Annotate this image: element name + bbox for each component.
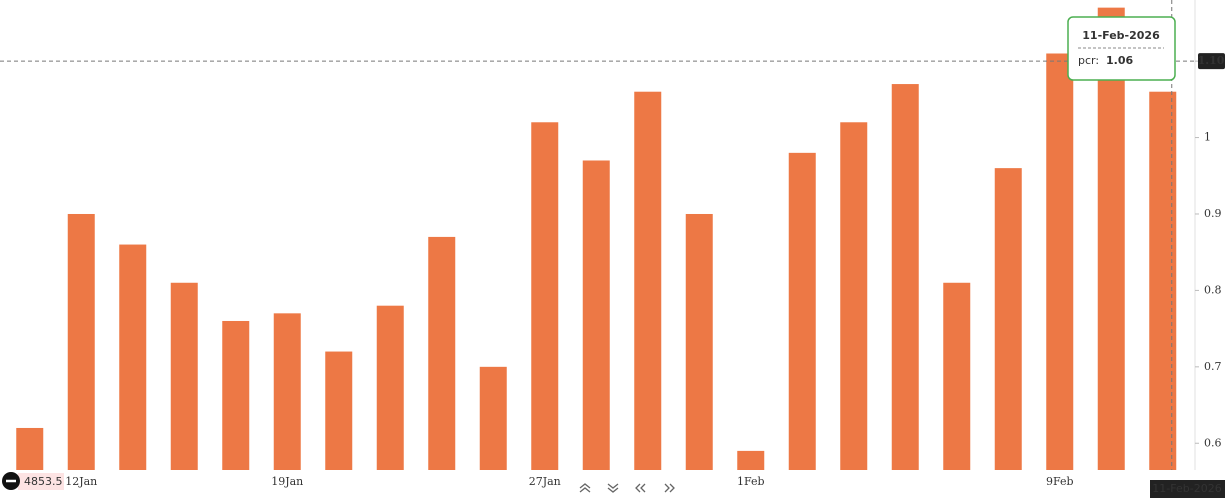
crosshair-label-bg	[1198, 53, 1225, 70]
y-tick-label: 0.6	[1204, 436, 1222, 449]
bar	[428, 236, 456, 470]
y-tick-label: 1	[1204, 131, 1211, 144]
bar	[1097, 7, 1125, 471]
x-tick-label: 1Feb	[737, 475, 765, 488]
scroll-left[interactable]	[635, 483, 646, 493]
bar	[376, 305, 404, 470]
bar	[170, 282, 198, 470]
bar	[531, 122, 559, 470]
price-label-bg	[18, 473, 64, 490]
x-tick-label: 19Jan	[271, 475, 303, 488]
tooltip-box	[1067, 16, 1176, 81]
crosshair-date-bg	[1150, 480, 1225, 498]
bar	[273, 313, 301, 470]
bar	[737, 450, 765, 470]
scroll-down[interactable]	[607, 483, 619, 493]
bar	[685, 213, 713, 470]
tooltip-date: 11-Feb-2026	[1082, 29, 1160, 42]
nav-buttons[interactable]	[579, 483, 675, 493]
bar	[788, 152, 816, 471]
bar	[994, 168, 1022, 471]
y-tick-label: 0.7	[1204, 360, 1222, 373]
bar	[222, 320, 250, 470]
bar	[325, 351, 353, 470]
bar	[16, 427, 44, 470]
bar	[1046, 53, 1074, 470]
scroll-right[interactable]	[664, 483, 675, 493]
bar	[582, 160, 610, 471]
bar	[119, 244, 147, 470]
crosshair-date: 11-Feb-2026	[1152, 482, 1221, 495]
x-tick-label: 12Jan	[65, 475, 97, 488]
x-tick-label: 9Feb	[1046, 475, 1074, 488]
y-tick-label: 0.8	[1204, 283, 1222, 296]
x-tick-label: 27Jan	[529, 475, 561, 488]
price-label: 4853.5	[24, 475, 63, 488]
bar	[943, 282, 971, 470]
bar	[840, 122, 868, 470]
bar	[634, 91, 662, 471]
bar	[891, 84, 919, 471]
y-tick-label: 0.9	[1204, 207, 1222, 220]
bar	[479, 366, 507, 470]
crosshair-label: 1.10	[1198, 54, 1225, 67]
scroll-up[interactable]	[579, 483, 591, 493]
bar	[67, 213, 95, 470]
tooltip-value: 1.06	[1106, 54, 1133, 67]
tooltip-series-label: pcr:	[1078, 54, 1099, 67]
